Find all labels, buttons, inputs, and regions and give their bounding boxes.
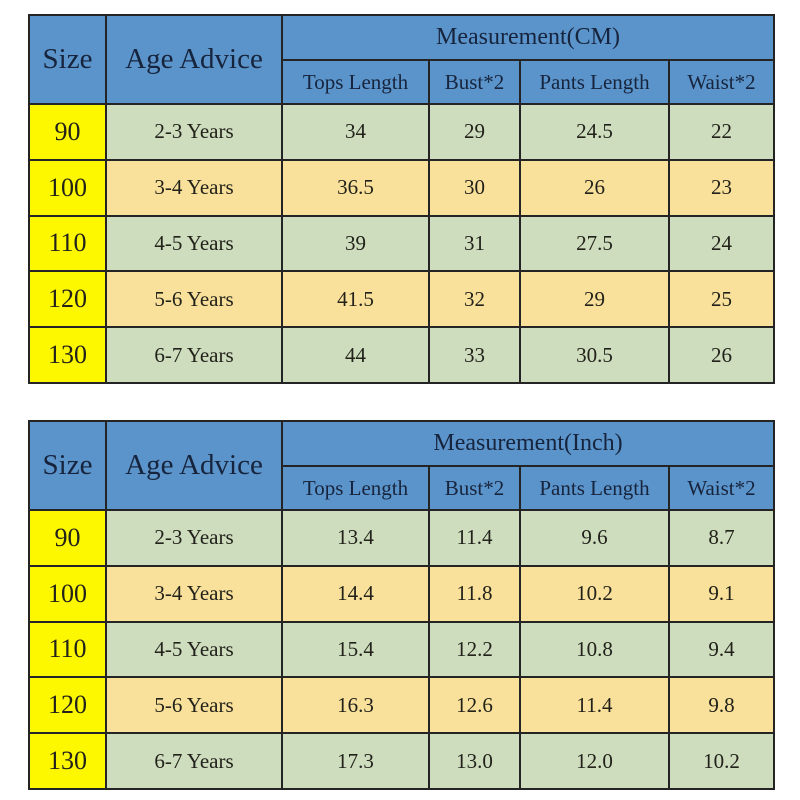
- header-row-sub: Tops Length Bust*2 Pants Length Waist*2: [29, 465, 775, 511]
- header-row-main: Size Age Advice Measurement(CM): [28, 14, 776, 105]
- waist-cell: 8.7: [668, 509, 775, 567]
- age-cell: 5-6 Years: [105, 676, 283, 735]
- subheader-waist: Waist*2: [668, 465, 775, 511]
- pants-length-cell: 26: [519, 158, 670, 217]
- tops-length-cell: 39: [281, 214, 430, 273]
- waist-cell: 25: [667, 270, 776, 329]
- size-chart-table-inch: Size Age Advice Measurement(Inch) Tops L…: [28, 420, 775, 790]
- waist-cell: 10.2: [668, 732, 775, 790]
- pants-length-cell: 29: [519, 270, 670, 329]
- bust-cell: 12.2: [428, 620, 521, 679]
- size-cell: 110: [28, 214, 107, 273]
- age-cell: 6-7 Years: [105, 732, 283, 790]
- tops-length-cell: 34: [281, 103, 430, 161]
- bust-cell: 31: [428, 214, 521, 273]
- table-row: 100 3-4 Years 14.4 11.8 10.2 9.1: [28, 564, 775, 623]
- header-measurement-inch: Measurement(Inch): [281, 420, 775, 467]
- age-cell: 3-4 Years: [105, 158, 283, 217]
- age-cell: 2-3 Years: [105, 509, 283, 567]
- header-row-main: Size Age Advice Measurement(Inch): [28, 420, 775, 511]
- subheader-bust: Bust*2: [428, 465, 521, 511]
- waist-cell: 9.4: [668, 620, 775, 679]
- table-row: 120 5-6 Years 41.5 32 29 25: [28, 270, 776, 329]
- waist-cell: 23: [667, 158, 776, 217]
- bust-cell: 30: [428, 158, 521, 217]
- subheader-pants-length: Pants Length: [519, 465, 670, 511]
- pants-length-cell: 30.5: [519, 326, 670, 384]
- size-cell: 130: [28, 326, 107, 384]
- table-row: 130 6-7 Years 17.3 13.0 12.0 10.2: [28, 732, 775, 790]
- header-age-advice: Age Advice: [105, 420, 283, 511]
- size-cell: 100: [28, 564, 107, 623]
- age-cell: 3-4 Years: [105, 564, 283, 623]
- waist-cell: 22: [667, 103, 776, 161]
- size-chart-table-cm: Size Age Advice Measurement(CM) Tops Len…: [28, 14, 776, 384]
- bust-cell: 33: [428, 326, 521, 384]
- age-cell: 4-5 Years: [105, 620, 283, 679]
- size-cell: 90: [28, 103, 107, 161]
- subheader-waist: Waist*2: [667, 59, 776, 105]
- header-age-advice: Age Advice: [105, 14, 283, 105]
- tops-length-cell: 36.5: [281, 158, 430, 217]
- bust-cell: 12.6: [428, 676, 521, 735]
- waist-cell: 24: [667, 214, 776, 273]
- pants-length-cell: 24.5: [519, 103, 670, 161]
- size-cell: 100: [28, 158, 107, 217]
- table-row: 120 5-6 Years 16.3 12.6 11.4 9.8: [28, 676, 775, 735]
- table-row: 130 6-7 Years 44 33 30.5 26: [28, 326, 776, 384]
- tops-length-cell: 44: [281, 326, 430, 384]
- tops-length-cell: 15.4: [281, 620, 430, 679]
- tops-length-cell: 16.3: [281, 676, 430, 735]
- pants-length-cell: 11.4: [519, 676, 670, 735]
- waist-cell: 9.1: [668, 564, 775, 623]
- subheader-tops-length: Tops Length: [281, 59, 430, 105]
- pants-length-cell: 27.5: [519, 214, 670, 273]
- bust-cell: 13.0: [428, 732, 521, 790]
- tops-length-cell: 41.5: [281, 270, 430, 329]
- subheader-bust: Bust*2: [428, 59, 521, 105]
- subheader-pants-length: Pants Length: [519, 59, 670, 105]
- bust-cell: 11.8: [428, 564, 521, 623]
- age-cell: 4-5 Years: [105, 214, 283, 273]
- size-cell: 130: [28, 732, 107, 790]
- table-row: 110 4-5 Years 15.4 12.2 10.8 9.4: [28, 620, 775, 679]
- header-row-sub: Tops Length Bust*2 Pants Length Waist*2: [29, 59, 776, 105]
- header-size: Size: [28, 14, 107, 105]
- bust-cell: 11.4: [428, 509, 521, 567]
- waist-cell: 26: [667, 326, 776, 384]
- size-cell: 110: [28, 620, 107, 679]
- bust-cell: 32: [428, 270, 521, 329]
- size-cell: 120: [28, 676, 107, 735]
- pants-length-cell: 9.6: [519, 509, 670, 567]
- bust-cell: 29: [428, 103, 521, 161]
- pants-length-cell: 10.2: [519, 564, 670, 623]
- tops-length-cell: 14.4: [281, 564, 430, 623]
- age-cell: 2-3 Years: [105, 103, 283, 161]
- waist-cell: 9.8: [668, 676, 775, 735]
- table-row: 90 2-3 Years 34 29 24.5 22: [28, 103, 776, 161]
- header-measurement-cm: Measurement(CM): [280, 14, 776, 61]
- size-cell: 120: [28, 270, 107, 329]
- subheader-tops-length: Tops Length: [281, 465, 430, 511]
- table-row: 110 4-5 Years 39 31 27.5 24: [28, 214, 776, 273]
- age-cell: 6-7 Years: [105, 326, 283, 384]
- header-size: Size: [28, 420, 107, 511]
- table-row: 100 3-4 Years 36.5 30 26 23: [28, 158, 776, 217]
- age-cell: 5-6 Years: [105, 270, 283, 329]
- size-cell: 90: [28, 509, 107, 567]
- pants-length-cell: 10.8: [519, 620, 670, 679]
- tops-length-cell: 13.4: [281, 509, 430, 567]
- pants-length-cell: 12.0: [519, 732, 670, 790]
- table-row: 90 2-3 Years 13.4 11.4 9.6 8.7: [28, 509, 775, 567]
- tops-length-cell: 17.3: [281, 732, 430, 790]
